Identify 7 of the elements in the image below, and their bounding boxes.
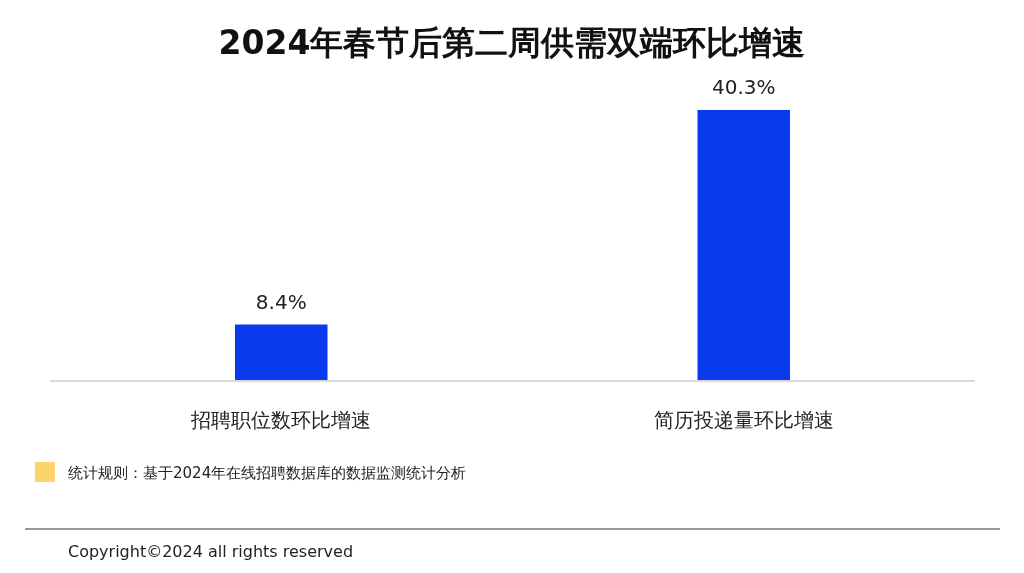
x-tick-label: 招聘职位数环比增速 [190,408,372,432]
data-label: 8.4% [255,289,307,314]
data-label: 40.3% [711,75,776,99]
x-tick-label: 简历投递量环比增速 [653,408,834,432]
text: Copyright©2024 all rights reserved [68,542,354,561]
chart-title: 2024年春节后第二周供需双端环比增速 [218,23,806,62]
text: 统计规则：基于2024年在线招聘数据库的数据监测统计分析 [68,464,467,482]
